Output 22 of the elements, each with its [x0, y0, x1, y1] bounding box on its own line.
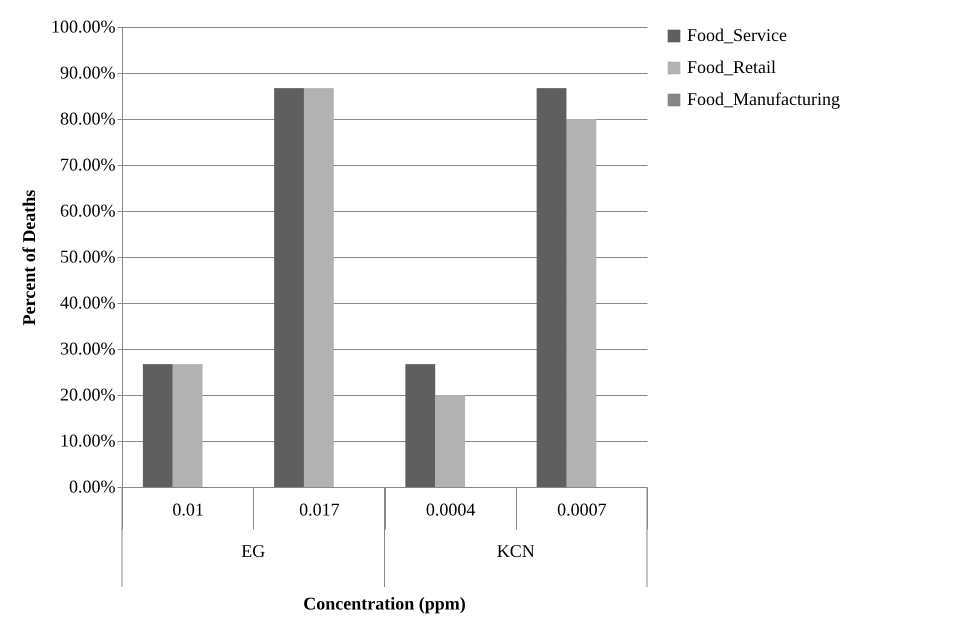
text: KCN: [496, 541, 535, 561]
y-tick-label: 70.00%: [60, 154, 116, 174]
y-tick-label: 90.00%: [60, 62, 116, 82]
x-tick-label: 0.017: [299, 500, 340, 520]
y-tick-label: 50.00%: [60, 246, 116, 266]
x-tick-label: 0.0007: [557, 500, 607, 520]
y-tick-label: 100.00%: [51, 16, 116, 36]
legend-label: Food_Retail: [687, 57, 776, 77]
y-tick-label: 10.00%: [60, 430, 116, 450]
x-axis-title: Concentration (ppm): [303, 594, 466, 614]
x-tick-label: 0.01: [172, 500, 204, 520]
y-tick-label: 30.00%: [60, 338, 116, 358]
legend-label: Food_Manufacturing: [687, 89, 840, 109]
y-axis-title: Percent of Deaths: [19, 190, 40, 326]
y-tick-label: 80.00%: [60, 108, 116, 128]
y-tick-label: 0.00%: [69, 476, 116, 496]
y-tick-label: 60.00%: [60, 200, 116, 220]
y-tick-label: 20.00%: [60, 384, 116, 404]
y-tick-label: 40.00%: [60, 292, 116, 312]
x-tick-label: 0.0004: [426, 500, 476, 520]
text: EG: [241, 541, 266, 561]
legend-label: Food_Service: [687, 25, 787, 45]
